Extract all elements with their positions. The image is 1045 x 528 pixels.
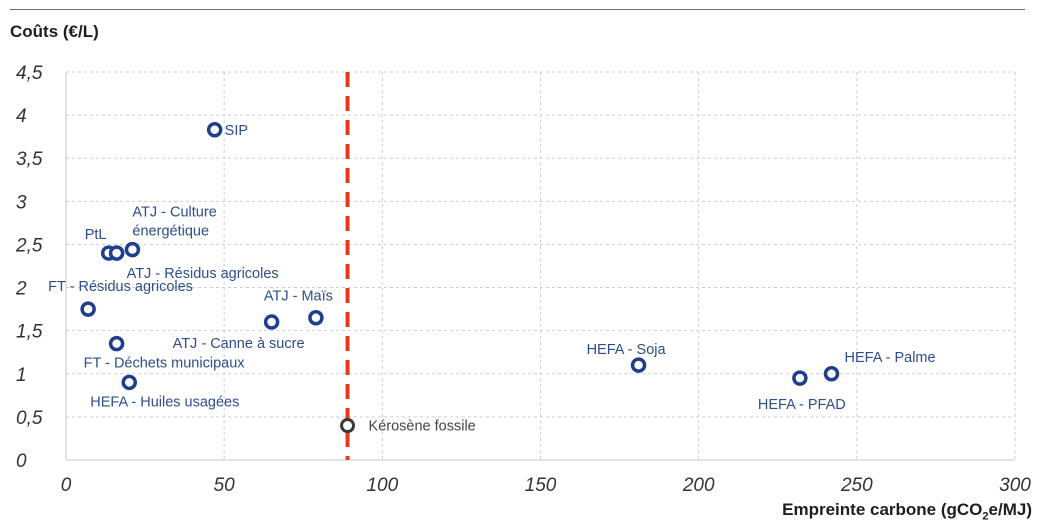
y-tick-label: 3,5 [16, 149, 43, 170]
point-label: FT - Déchets municipaux [84, 356, 246, 372]
data-point [206, 122, 223, 138]
point-label: ATJ - Résidus agricoles [127, 266, 279, 282]
point-label: ATJ - Maïs [264, 289, 333, 305]
y-axis-title: Coûts (€/L) [10, 22, 99, 41]
point-label: PtL [85, 227, 107, 243]
data-point [108, 335, 125, 352]
point-label: énergétique [132, 224, 209, 240]
point-label: FT - Résidus agricoles [48, 279, 193, 295]
point-label: SIP [225, 123, 248, 139]
reference-point [340, 418, 356, 434]
x-tick-label: 300 [999, 475, 1031, 496]
data-point [121, 374, 138, 391]
x-tick-label: 150 [525, 475, 557, 496]
point-label: HEFA - Huiles usagées [90, 394, 239, 410]
y-tick-label: 0,5 [16, 408, 43, 429]
y-tick-label: 4,5 [16, 63, 43, 84]
x-tick-label: 50 [214, 475, 236, 496]
top-rule [10, 9, 1025, 10]
data-point [124, 241, 141, 258]
y-tick-label: 2 [15, 279, 27, 300]
y-tick-label: 3 [16, 192, 27, 213]
x-axis-title-subscript: 2 [982, 510, 989, 523]
data-point [308, 309, 324, 326]
data-point [263, 314, 280, 330]
y-tick-label: 1 [16, 365, 27, 386]
point-label: HEFA - PFAD [758, 397, 846, 413]
y-tick-label: 1,5 [16, 322, 43, 343]
point-label: HEFA - Soja [587, 342, 667, 358]
point-label: ATJ - Canne à sucre [173, 336, 305, 352]
x-tick-label: 0 [61, 475, 72, 496]
y-tick-label: 4 [16, 106, 27, 127]
x-axis-title-prefix: Empreinte carbone (gCO [782, 500, 983, 519]
data-point [108, 245, 125, 261]
x-axis-title: Empreinte carbone (gCO2e/MJ) [782, 500, 1032, 522]
x-tick-label: 200 [682, 475, 715, 496]
data-point [792, 370, 808, 386]
y-tick-label: 0 [16, 451, 27, 472]
x-tick-label: 250 [840, 475, 873, 496]
reference-point-label: Kérosène fossile [369, 419, 476, 435]
point-label: HEFA - Palme [845, 350, 936, 366]
data-point [630, 357, 647, 373]
data-point [80, 301, 96, 317]
x-axis-title-suffix: e/MJ) [988, 500, 1032, 519]
y-tick-label: 2,5 [15, 235, 43, 256]
point-label: ATJ - Culture [132, 205, 216, 221]
data-point [823, 366, 840, 382]
x-tick-label: 100 [366, 475, 398, 496]
